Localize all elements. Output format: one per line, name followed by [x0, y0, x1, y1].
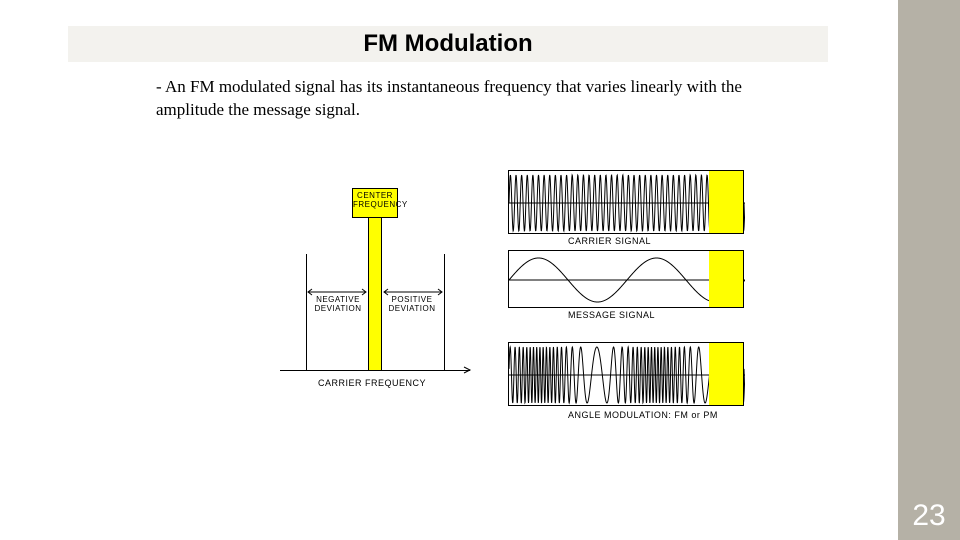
freq-axis-arrow-icon: [270, 364, 480, 378]
message-signal-label: MESSAGE SIGNAL: [568, 310, 748, 320]
carrier-signal-panel: [508, 170, 744, 234]
carrier-signal-label: CARRIER SIGNAL: [568, 236, 748, 246]
deviation-arrows-icon: [270, 288, 480, 318]
fm-signal-panel: [508, 342, 744, 406]
message-signal-panel: [508, 250, 744, 308]
highlight-strip: [709, 343, 743, 405]
fm-signal-label: ANGLE MODULATION: FM or PM: [568, 410, 748, 420]
highlight-strip: [709, 251, 743, 307]
center-frequency-label: CENTERFREQUENCY: [352, 188, 398, 218]
freq-deviation-diagram: CENTERFREQUENCY NEGATIVEDEVIATION POSITI…: [270, 210, 480, 410]
fm-figure: CENTERFREQUENCY NEGATIVEDEVIATION POSITI…: [270, 170, 770, 470]
highlight-strip: [709, 171, 743, 233]
slide-title: FM Modulation: [68, 26, 828, 62]
page-number: 23: [898, 492, 960, 540]
signal-panels: CARRIER SIGNAL MESSAGE SIGNAL ANGLE MODU…: [508, 170, 760, 450]
sidebar-decoration: [898, 0, 960, 540]
freq-axis-label: CARRIER FREQUENCY: [318, 378, 426, 388]
body-paragraph: - An FM modulated signal has its instant…: [156, 76, 796, 122]
